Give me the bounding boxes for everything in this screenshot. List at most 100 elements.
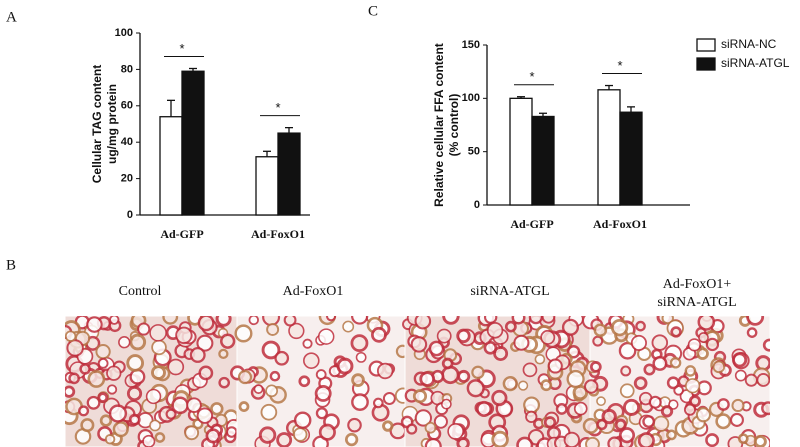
cell [350,316,369,325]
cell [318,423,336,441]
cell [412,389,428,404]
cell [184,425,200,441]
micrographs [65,316,770,447]
cell [607,436,623,447]
cell [666,376,680,390]
cell [237,370,253,385]
image-caption: siRNA-ATGL [470,284,549,299]
cell [186,397,202,414]
cell [534,353,546,365]
cell [196,334,214,352]
cell [540,329,556,345]
cell [670,326,682,338]
cell [302,338,313,349]
cell [762,338,770,352]
cell [292,427,308,442]
cell [547,358,563,374]
cell [97,392,109,404]
cell [317,328,335,345]
cell [65,385,76,398]
cell [258,426,277,444]
cell [620,365,632,377]
cell [698,332,709,343]
y-tick-label: 50 [468,146,480,158]
cell [424,437,442,447]
cell [118,336,131,349]
y-tick-label: 150 [462,39,480,51]
cell [261,340,281,360]
cell [197,316,215,332]
significance-mark: * [275,100,280,115]
cell [129,333,147,351]
cell [325,316,337,322]
cell [126,354,145,372]
y-tick-label: 100 [115,27,133,39]
cell [476,400,493,417]
cell [276,432,293,447]
bar [597,89,621,206]
cell [541,316,556,324]
cell [410,336,428,353]
cell [274,350,290,366]
cell [78,405,90,417]
cell [696,347,709,360]
cell [441,357,454,370]
cell [65,330,77,342]
cell [513,334,530,351]
image-caption: siRNA-ATGL [657,295,736,310]
cell [585,436,600,447]
cell [486,322,504,339]
cell [523,396,541,414]
panel-label: B [6,257,16,273]
x-tick-label: Ad-FoxO1 [593,217,647,231]
cell [737,433,749,445]
cell [516,436,534,447]
significance-mark: * [617,58,622,73]
bar [277,132,301,216]
cell [734,369,747,382]
cell [248,316,259,326]
cell [563,431,580,447]
cell [165,408,177,420]
y-axis-label: Cellular TAG content [90,65,104,183]
cell [688,395,701,408]
cell [347,417,362,433]
cell [502,375,518,392]
cell [756,373,770,387]
cell [456,328,471,344]
significance-mark: * [179,41,184,56]
cell [106,384,118,395]
y-axis-label: Relative cellular FFA content [432,43,446,207]
cell [491,430,509,447]
bar [531,115,555,206]
cell [355,351,367,363]
cell [684,365,697,377]
cell [566,369,585,389]
cell [572,384,589,401]
cell [687,338,702,352]
cell [683,403,697,416]
cell [433,414,448,429]
bar [509,97,533,206]
cell [622,398,641,416]
cell [109,316,120,325]
bar [619,111,643,206]
cell [596,418,608,431]
cell [99,414,113,427]
y-tick-label: 0 [474,199,480,211]
cell [68,372,80,385]
y-tick-label: 40 [121,136,133,148]
cell [218,348,229,360]
x-tick-label: Ad-GFP [160,227,203,241]
y-tick-label: 60 [121,100,133,112]
y-tick-label: 100 [462,92,480,104]
cell [219,333,236,349]
cell [428,340,445,357]
cell [205,428,221,444]
cell [761,401,770,416]
cell [106,365,122,381]
cell [635,320,646,332]
bar [255,156,279,216]
cell [543,416,557,429]
cell [619,383,635,399]
